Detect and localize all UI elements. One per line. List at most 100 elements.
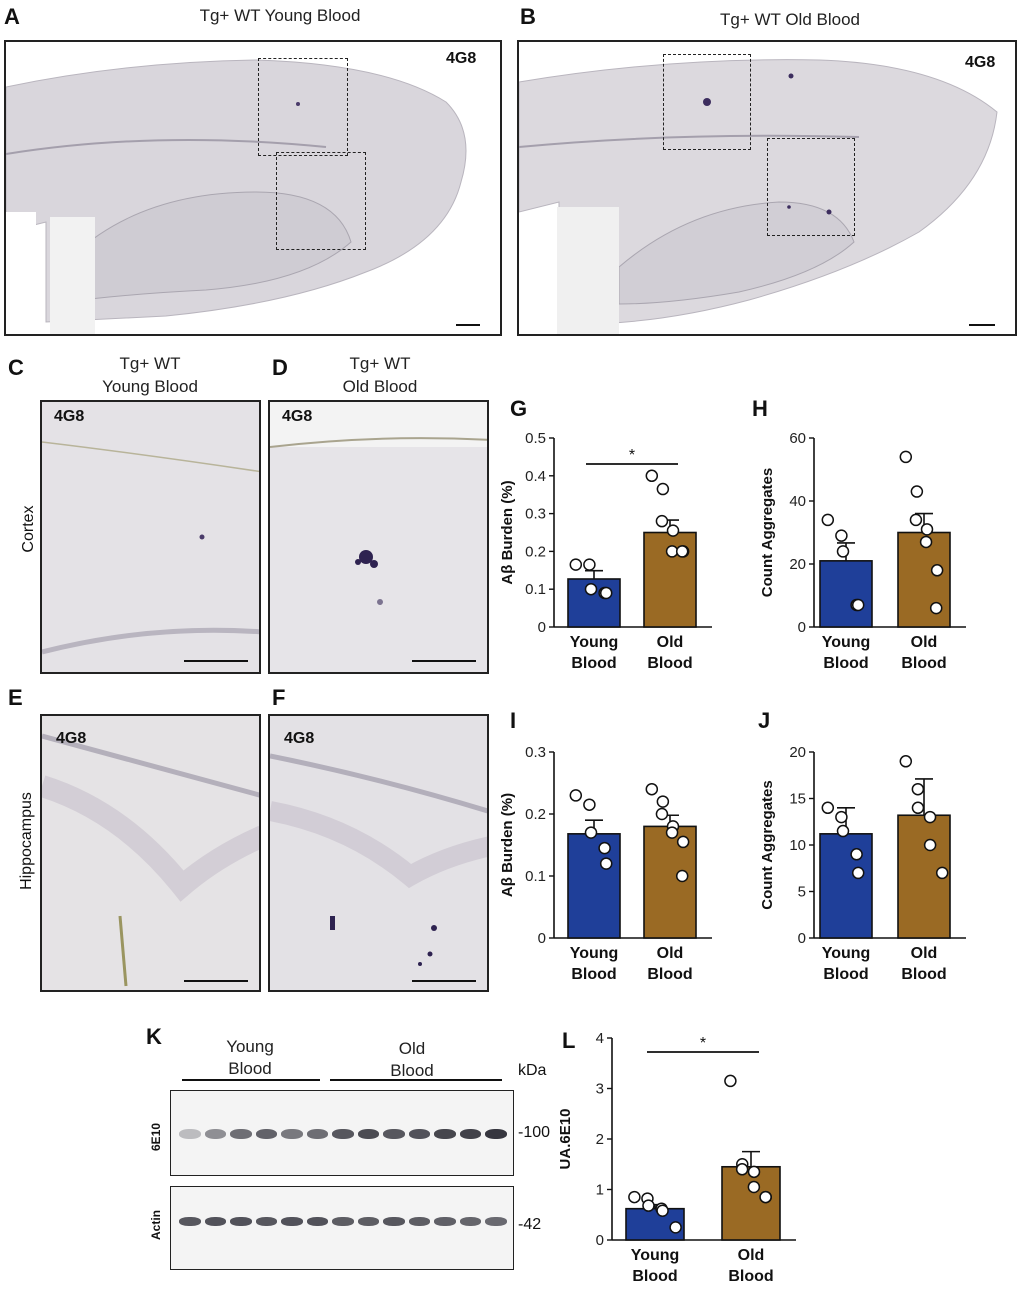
data-point-h bbox=[919, 535, 933, 549]
lanes-top-band bbox=[204, 1129, 227, 1139]
bar-i-0 bbox=[567, 833, 621, 939]
lanes-top-band bbox=[230, 1129, 252, 1139]
roi-box-hippocampus-young bbox=[276, 152, 366, 250]
lanes-top-band bbox=[485, 1129, 507, 1139]
lanes-bottom-band bbox=[357, 1217, 380, 1226]
y-tick-label-l: 0 bbox=[596, 1232, 604, 1249]
lanes-bottom-band bbox=[281, 1217, 303, 1226]
y-axis-label-i: Aβ Burden (%) bbox=[499, 793, 516, 897]
x-tick-label-g-1-line1: Old bbox=[657, 634, 684, 651]
data-point-j bbox=[899, 755, 913, 768]
y-tick-label-i: 0.1 bbox=[525, 868, 546, 885]
y-tick-label-j: 0 bbox=[798, 930, 806, 947]
x-tick-label-l-1-line1: Old bbox=[738, 1247, 765, 1264]
data-point-l bbox=[747, 1165, 761, 1179]
blot-bottom-row-label: Actin bbox=[149, 1210, 163, 1240]
stain-label-a: 4G8 bbox=[446, 50, 477, 67]
blot-top-marker: -100 bbox=[518, 1124, 551, 1141]
data-point-l bbox=[747, 1180, 761, 1194]
y-tick-label-i: 0.2 bbox=[525, 806, 546, 823]
panel-d-title-line2: Old Blood bbox=[342, 377, 418, 396]
x-tick-label-h-0-line2: Blood bbox=[823, 655, 868, 672]
hippocampus-old-drawing bbox=[270, 753, 487, 966]
data-point-i bbox=[665, 826, 679, 839]
y-tick-label-i: 0 bbox=[538, 930, 546, 947]
data-point-g bbox=[599, 586, 613, 600]
cortex-old-drawing bbox=[270, 402, 487, 605]
chart-i: I 0 0.1 0.2 0.3 Aβ Burden (%) Young Blood Old Blo… bbox=[499, 708, 712, 983]
y-tick-label-h: 20 bbox=[789, 556, 806, 573]
x-tick-label-j-0-line2: Blood bbox=[823, 966, 868, 983]
data-point-l bbox=[724, 1074, 737, 1088]
data-point-g bbox=[666, 524, 680, 537]
lanes-bottom-band bbox=[332, 1217, 354, 1226]
x-tick-label-h-0-line1: Young bbox=[822, 634, 871, 651]
data-point-h bbox=[821, 513, 835, 527]
blot-group-old: Old Blood bbox=[352, 1038, 472, 1082]
data-point-h bbox=[851, 598, 865, 612]
scale-bar-f bbox=[412, 980, 476, 982]
data-point-j bbox=[821, 801, 835, 815]
panel-letter-f: F bbox=[272, 685, 286, 710]
lanes-bottom-band bbox=[459, 1217, 482, 1226]
panel-letter-l: L bbox=[562, 1028, 575, 1053]
data-point-i bbox=[599, 857, 613, 870]
data-point-l bbox=[759, 1190, 772, 1204]
y-axis-label-g: Aβ Burden (%) bbox=[499, 480, 516, 584]
data-point-g bbox=[655, 514, 669, 528]
panel-c-title-line1: Tg+ WT bbox=[119, 354, 181, 373]
stain-label-c: 4G8 bbox=[54, 408, 85, 425]
panel-d-title-line1: Tg+ WT bbox=[349, 354, 411, 373]
bar-h-0 bbox=[819, 560, 873, 628]
lanes-top-band bbox=[306, 1129, 329, 1139]
panel-letter-j: J bbox=[758, 708, 770, 733]
lanes-top-band bbox=[179, 1129, 201, 1139]
x-tick-label-l-1-line2: Blood bbox=[728, 1268, 773, 1285]
y-axis-label-l: UA.6E10 bbox=[557, 1109, 574, 1170]
significance-label-l: * bbox=[700, 1035, 706, 1052]
data-point-l bbox=[642, 1199, 655, 1212]
x-tick-label-g-0-line2: Blood bbox=[571, 655, 616, 672]
data-point-g bbox=[583, 558, 596, 571]
y-tick-label-g: 0 bbox=[538, 619, 546, 636]
y-tick-label-g: 0.5 bbox=[525, 430, 546, 447]
brain-image-old: 4G8 bbox=[517, 40, 1017, 336]
x-tick-label-j-1-line1: Old bbox=[911, 945, 938, 962]
bar-l-1 bbox=[721, 1165, 781, 1241]
data-point-h bbox=[899, 450, 913, 464]
lanes-bottom-band bbox=[434, 1217, 456, 1226]
scale-bar-a bbox=[456, 324, 480, 326]
lanes-bottom-band bbox=[179, 1217, 201, 1226]
roi-box-cortex-old bbox=[663, 54, 751, 150]
data-point-i bbox=[655, 807, 669, 821]
blot-group-young-line2: Blood bbox=[228, 1059, 272, 1078]
blot-bottom-marker: -42 bbox=[518, 1216, 542, 1233]
stain-label-b: 4G8 bbox=[965, 54, 996, 71]
lanes-bottom-band bbox=[485, 1217, 507, 1226]
data-point-h bbox=[836, 545, 850, 558]
panel-letter-i: I bbox=[510, 708, 516, 733]
x-tick-label-l-0-line1: Young bbox=[631, 1247, 680, 1264]
y-tick-label-j: 20 bbox=[789, 744, 806, 761]
data-point-j bbox=[911, 782, 925, 796]
data-point-j bbox=[851, 866, 865, 880]
cortex-image-young: 4G8 bbox=[40, 400, 261, 674]
panel-letter-d: D bbox=[272, 355, 288, 380]
panel-letter-a: A bbox=[4, 4, 20, 29]
panel-letter-e: E bbox=[8, 685, 23, 710]
data-point-j bbox=[923, 838, 937, 852]
y-tick-label-g: 0.3 bbox=[525, 506, 546, 523]
chart-g: G 0 0.1 0.2 0.3 0.4 0.5 Aβ Burden (%) Young Blood… bbox=[499, 396, 712, 672]
row-label-hippocampus: Hippocampus bbox=[18, 792, 35, 890]
data-point-i bbox=[675, 869, 689, 883]
data-point-l bbox=[669, 1221, 682, 1234]
panel-letter-c: C bbox=[8, 355, 24, 380]
data-point-h bbox=[929, 601, 943, 615]
stain-label-d: 4G8 bbox=[282, 408, 313, 425]
roi-box-hippocampus-old bbox=[767, 138, 855, 236]
chart-h: H 0 20 40 60 Count Aggregates Young Blood Old Blo… bbox=[752, 396, 966, 672]
y-tick-label-l: 3 bbox=[596, 1081, 604, 1098]
data-point-g bbox=[584, 582, 598, 596]
y-tick-label-g: 0.4 bbox=[525, 468, 546, 485]
y-tick-label-j: 10 bbox=[789, 837, 806, 854]
